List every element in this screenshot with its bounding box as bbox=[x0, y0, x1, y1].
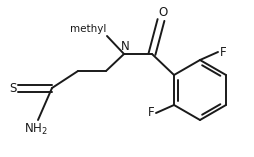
Text: methyl: methyl bbox=[70, 24, 106, 34]
Text: F: F bbox=[220, 46, 227, 59]
Text: N: N bbox=[121, 40, 129, 53]
Text: F: F bbox=[147, 106, 154, 119]
Text: S: S bbox=[10, 81, 17, 95]
Text: NH$_2$: NH$_2$ bbox=[24, 122, 48, 137]
Text: O: O bbox=[158, 6, 168, 19]
